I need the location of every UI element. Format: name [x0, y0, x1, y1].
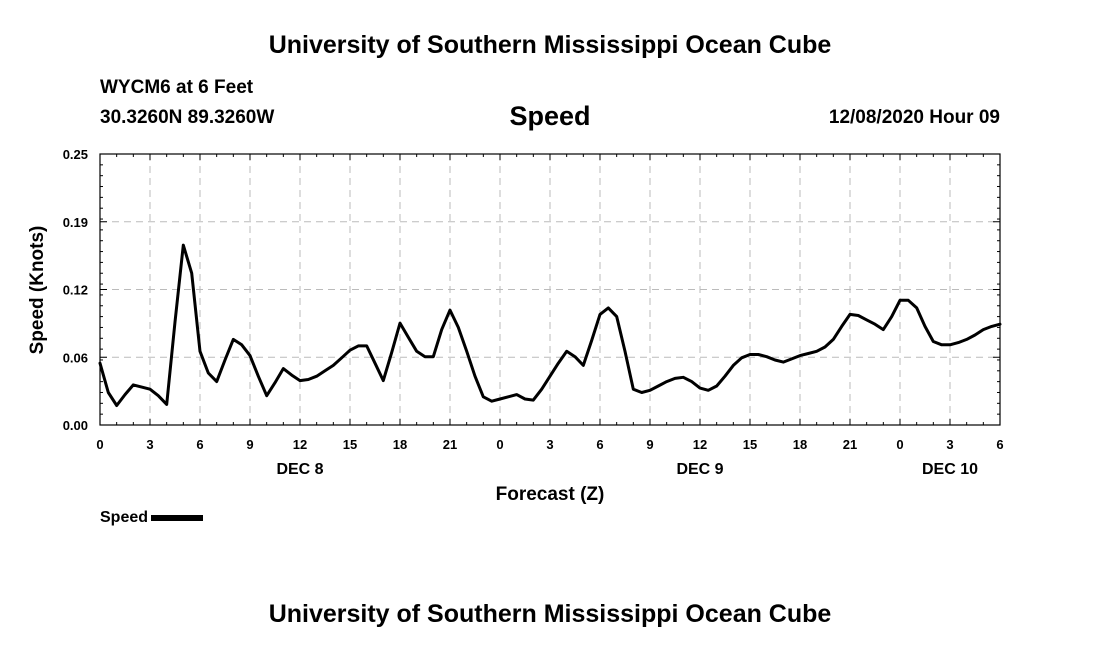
speed-series-line [98, 243, 1002, 407]
x-tick-label: 6 [596, 437, 603, 452]
y-axis-title: Speed (Knots) [27, 226, 48, 355]
grid [100, 154, 1000, 425]
x-tick-label: 6 [996, 437, 1003, 452]
x-tick-label: 3 [146, 437, 153, 452]
bottom-title: University of Southern Mississippi Ocean… [268, 600, 832, 628]
series-layer [98, 243, 1002, 407]
station-name: WYCM6 at 6 Feet [100, 77, 254, 98]
day-label: DEC 8 [276, 461, 323, 478]
x-tick-label: 0 [896, 437, 903, 452]
station-coordinates: 30.3260N 89.3260W [100, 107, 275, 128]
x-tick-label: 9 [646, 437, 653, 452]
chart-title: Speed [509, 101, 591, 131]
x-tick-label: 6 [196, 437, 203, 452]
plot-frame [99, 153, 1001, 426]
x-tick-label: 12 [293, 437, 307, 452]
x-tick-label: 21 [843, 437, 857, 452]
axis-labels: 0 3 6 9 12 15 18 21 0 3 6 9 12 15 18 21 0 3 6 0.00 0.06 0.12 0… [63, 147, 1004, 478]
x-tick-label: 21 [443, 437, 457, 452]
y-tick-label: 0.19 [63, 215, 88, 230]
day-label: DEC 9 [676, 461, 723, 478]
x-tick-label: 3 [546, 437, 553, 452]
x-axis-title: Forecast (Z) [496, 484, 605, 505]
y-tick-label: 0.00 [63, 418, 88, 433]
legend: Speed [100, 509, 204, 527]
top-title: University of Southern Mississippi Ocean… [268, 31, 832, 59]
x-tick-label: 18 [393, 437, 407, 452]
legend-line-swatch [151, 515, 204, 521]
forecast-timestamp: 12/08/2020 Hour 09 [828, 107, 1000, 128]
x-tick-label: 9 [246, 437, 253, 452]
day-label: DEC 10 [922, 461, 978, 478]
y-tick-label: 0.25 [63, 147, 88, 162]
legend-label: Speed [100, 509, 149, 526]
x-tick-label: 3 [946, 437, 953, 452]
y-tick-label: 0.12 [63, 283, 88, 298]
x-tick-label: 0 [496, 437, 503, 452]
x-tick-label: 12 [693, 437, 707, 452]
y-tick-label: 0.06 [63, 350, 88, 365]
x-tick-label: 18 [793, 437, 807, 452]
x-tick-label: 15 [343, 437, 357, 452]
x-tick-label: 15 [743, 437, 757, 452]
x-tick-label: 0 [96, 437, 103, 452]
